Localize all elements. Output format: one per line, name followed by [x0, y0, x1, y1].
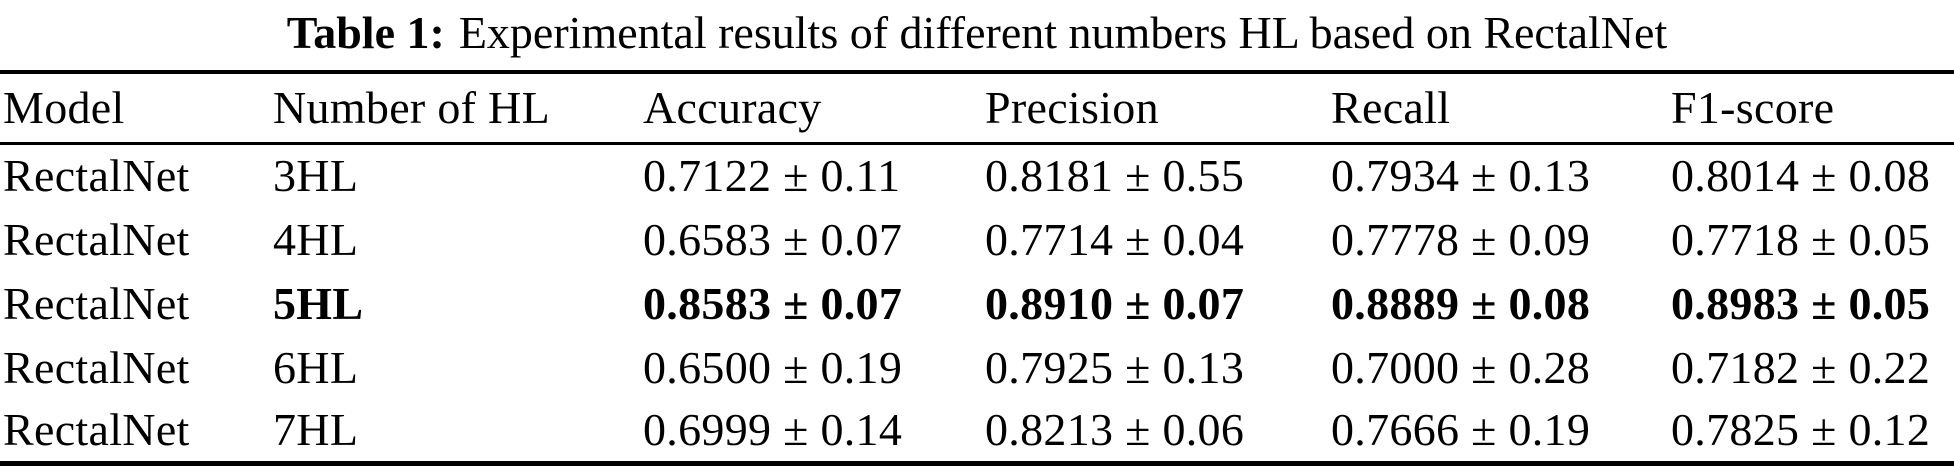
table-body: RectalNet 3HL 0.7122 ± 0.11 0.8181 ± 0.5…: [0, 143, 1954, 463]
table-row: RectalNet 5HL 0.8583 ± 0.07 0.8910 ± 0.0…: [0, 271, 1954, 335]
cell-accuracy: 0.6500 ± 0.19: [643, 341, 903, 393]
table-caption-label: Table 1:: [286, 7, 445, 58]
cell-f1-score: 0.7718 ± 0.05: [1671, 213, 1931, 265]
cell-number-of-hl: 7HL: [273, 404, 359, 456]
cell-f1-score: 0.8983 ± 0.05: [1671, 277, 1931, 329]
header-precision: Precision: [985, 82, 1159, 134]
cell-accuracy: 0.7122 ± 0.11: [643, 150, 901, 202]
table-row: RectalNet 6HL 0.6500 ± 0.19 0.7925 ± 0.1…: [0, 335, 1954, 399]
cell-recall: 0.7666 ± 0.19: [1331, 404, 1591, 456]
table-row: RectalNet 7HL 0.6999 ± 0.14 0.8213 ± 0.0…: [0, 399, 1954, 463]
cell-recall: 0.7000 ± 0.28: [1331, 341, 1591, 393]
header-row: Model Number of HL Accuracy Precision Re…: [0, 72, 1954, 143]
header-number-of-hl: Number of HL: [273, 82, 550, 134]
cell-model: RectalNet: [3, 404, 190, 456]
cell-recall: 0.7778 ± 0.09: [1331, 213, 1591, 265]
table-row: RectalNet 3HL 0.7122 ± 0.11 0.8181 ± 0.5…: [0, 143, 1954, 207]
cell-model: RectalNet: [3, 213, 190, 265]
cell-precision: 0.7714 ± 0.04: [985, 213, 1245, 265]
cell-f1-score: 0.7182 ± 0.22: [1671, 341, 1931, 393]
cell-precision: 0.8910 ± 0.07: [985, 277, 1245, 329]
cell-number-of-hl: 3HL: [273, 150, 359, 202]
cell-model: RectalNet: [3, 341, 190, 393]
table-row: RectalNet 4HL 0.6583 ± 0.07 0.7714 ± 0.0…: [0, 207, 1954, 271]
table-caption: Table 1: Experimental results of differen…: [0, 0, 1954, 70]
results-table: Model Number of HL Accuracy Precision Re…: [0, 70, 1954, 466]
header-f1-score: F1-score: [1671, 82, 1835, 134]
cell-accuracy: 0.6999 ± 0.14: [643, 404, 903, 456]
cell-f1-score: 0.8014 ± 0.08: [1671, 150, 1931, 202]
cell-accuracy: 0.8583 ± 0.07: [643, 277, 903, 329]
cell-precision: 0.8181 ± 0.55: [985, 150, 1245, 202]
cell-model: RectalNet: [3, 150, 190, 202]
cell-precision: 0.7925 ± 0.13: [985, 341, 1245, 393]
header-model: Model: [3, 82, 125, 134]
cell-precision: 0.8213 ± 0.06: [985, 404, 1245, 456]
cell-number-of-hl: 5HL: [273, 277, 364, 329]
header-recall: Recall: [1331, 82, 1451, 134]
table-caption-text: Experimental results of different number…: [458, 7, 1668, 58]
cell-f1-score: 0.7825 ± 0.12: [1671, 404, 1931, 456]
cell-accuracy: 0.6583 ± 0.07: [643, 213, 903, 265]
cell-number-of-hl: 6HL: [273, 341, 359, 393]
cell-model: RectalNet: [3, 277, 190, 329]
cell-recall: 0.7934 ± 0.13: [1331, 150, 1591, 202]
cell-recall: 0.8889 ± 0.08: [1331, 277, 1591, 329]
cell-number-of-hl: 4HL: [273, 213, 359, 265]
header-accuracy: Accuracy: [643, 82, 822, 134]
